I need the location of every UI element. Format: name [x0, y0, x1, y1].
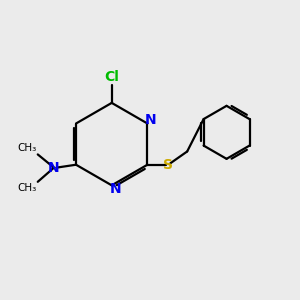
Text: N: N — [145, 113, 157, 127]
Text: CH₃: CH₃ — [17, 143, 36, 153]
Text: N: N — [48, 161, 60, 175]
Text: Cl: Cl — [104, 70, 119, 84]
Text: CH₃: CH₃ — [17, 183, 36, 193]
Text: S: S — [163, 158, 173, 172]
Text: N: N — [110, 182, 121, 196]
